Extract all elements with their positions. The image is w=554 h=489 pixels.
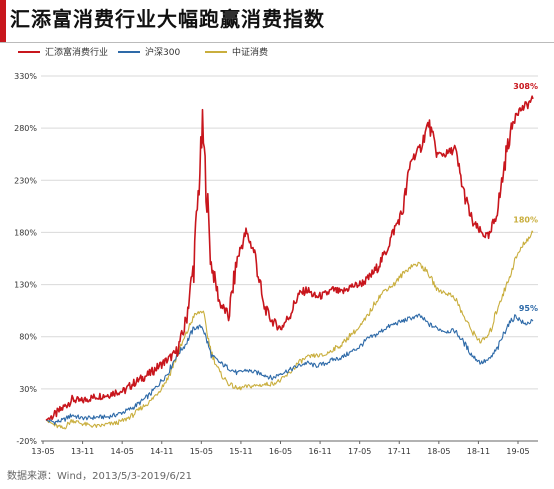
- series-end-label: 308%: [513, 82, 538, 91]
- x-tick-label: 19-05: [506, 447, 529, 456]
- x-tick-label: 14-11: [150, 447, 173, 456]
- y-tick-label: 180%: [14, 228, 37, 237]
- y-tick-label: 230%: [14, 176, 37, 185]
- y-tick-label: -20%: [16, 437, 37, 446]
- legend-label: 沪深300: [145, 46, 180, 58]
- series-end-label: 180%: [513, 215, 538, 224]
- x-tick-label: 18-11: [467, 447, 490, 456]
- x-tick-label: 16-11: [308, 447, 331, 456]
- end-labels: 308% 95% 180%: [513, 82, 538, 313]
- y-tick-label: 280%: [14, 124, 37, 133]
- x-tick-label: 14-05: [111, 447, 134, 456]
- series-line-2: [45, 230, 534, 430]
- x-tick-label: 15-11: [229, 447, 252, 456]
- series-line-0: [45, 95, 534, 421]
- title-divider: [0, 42, 554, 43]
- y-tick-label: 80%: [19, 333, 37, 342]
- legend-label: 汇添富消费行业: [45, 46, 108, 58]
- chart-legend: 汇添富消费行业 沪深300 中证消费: [18, 46, 268, 58]
- page-title: 汇添富消费行业大幅跑赢消费指数: [10, 7, 325, 31]
- y-tick-label: 30%: [19, 385, 37, 394]
- x-tick-label: 13-11: [71, 447, 94, 456]
- x-tick-label: 15-05: [190, 447, 213, 456]
- y-tick-label: 130%: [14, 281, 37, 290]
- series-end-label: 95%: [519, 304, 538, 313]
- legend-label: 中证消费: [232, 46, 268, 58]
- x-tick-label: 16-05: [269, 447, 292, 456]
- series-line-1: [45, 313, 534, 425]
- chart-axes: -20% 30% 80% 130% 180% 230% 280% 330% 13-05 13-11…: [14, 72, 538, 456]
- title-accent-bar: [0, 0, 6, 42]
- x-tick-label: 18-05: [427, 447, 450, 456]
- y-tick-label: 330%: [14, 72, 37, 81]
- x-tick-label: 17-05: [348, 447, 371, 456]
- series-layer: [45, 95, 534, 430]
- x-tick-label: 17-11: [388, 447, 411, 456]
- chart-grid: [41, 75, 538, 442]
- x-tick-label: 13-05: [31, 447, 54, 456]
- source-note: 数据来源：Wind，2013/5/3-2019/6/21: [7, 471, 192, 482]
